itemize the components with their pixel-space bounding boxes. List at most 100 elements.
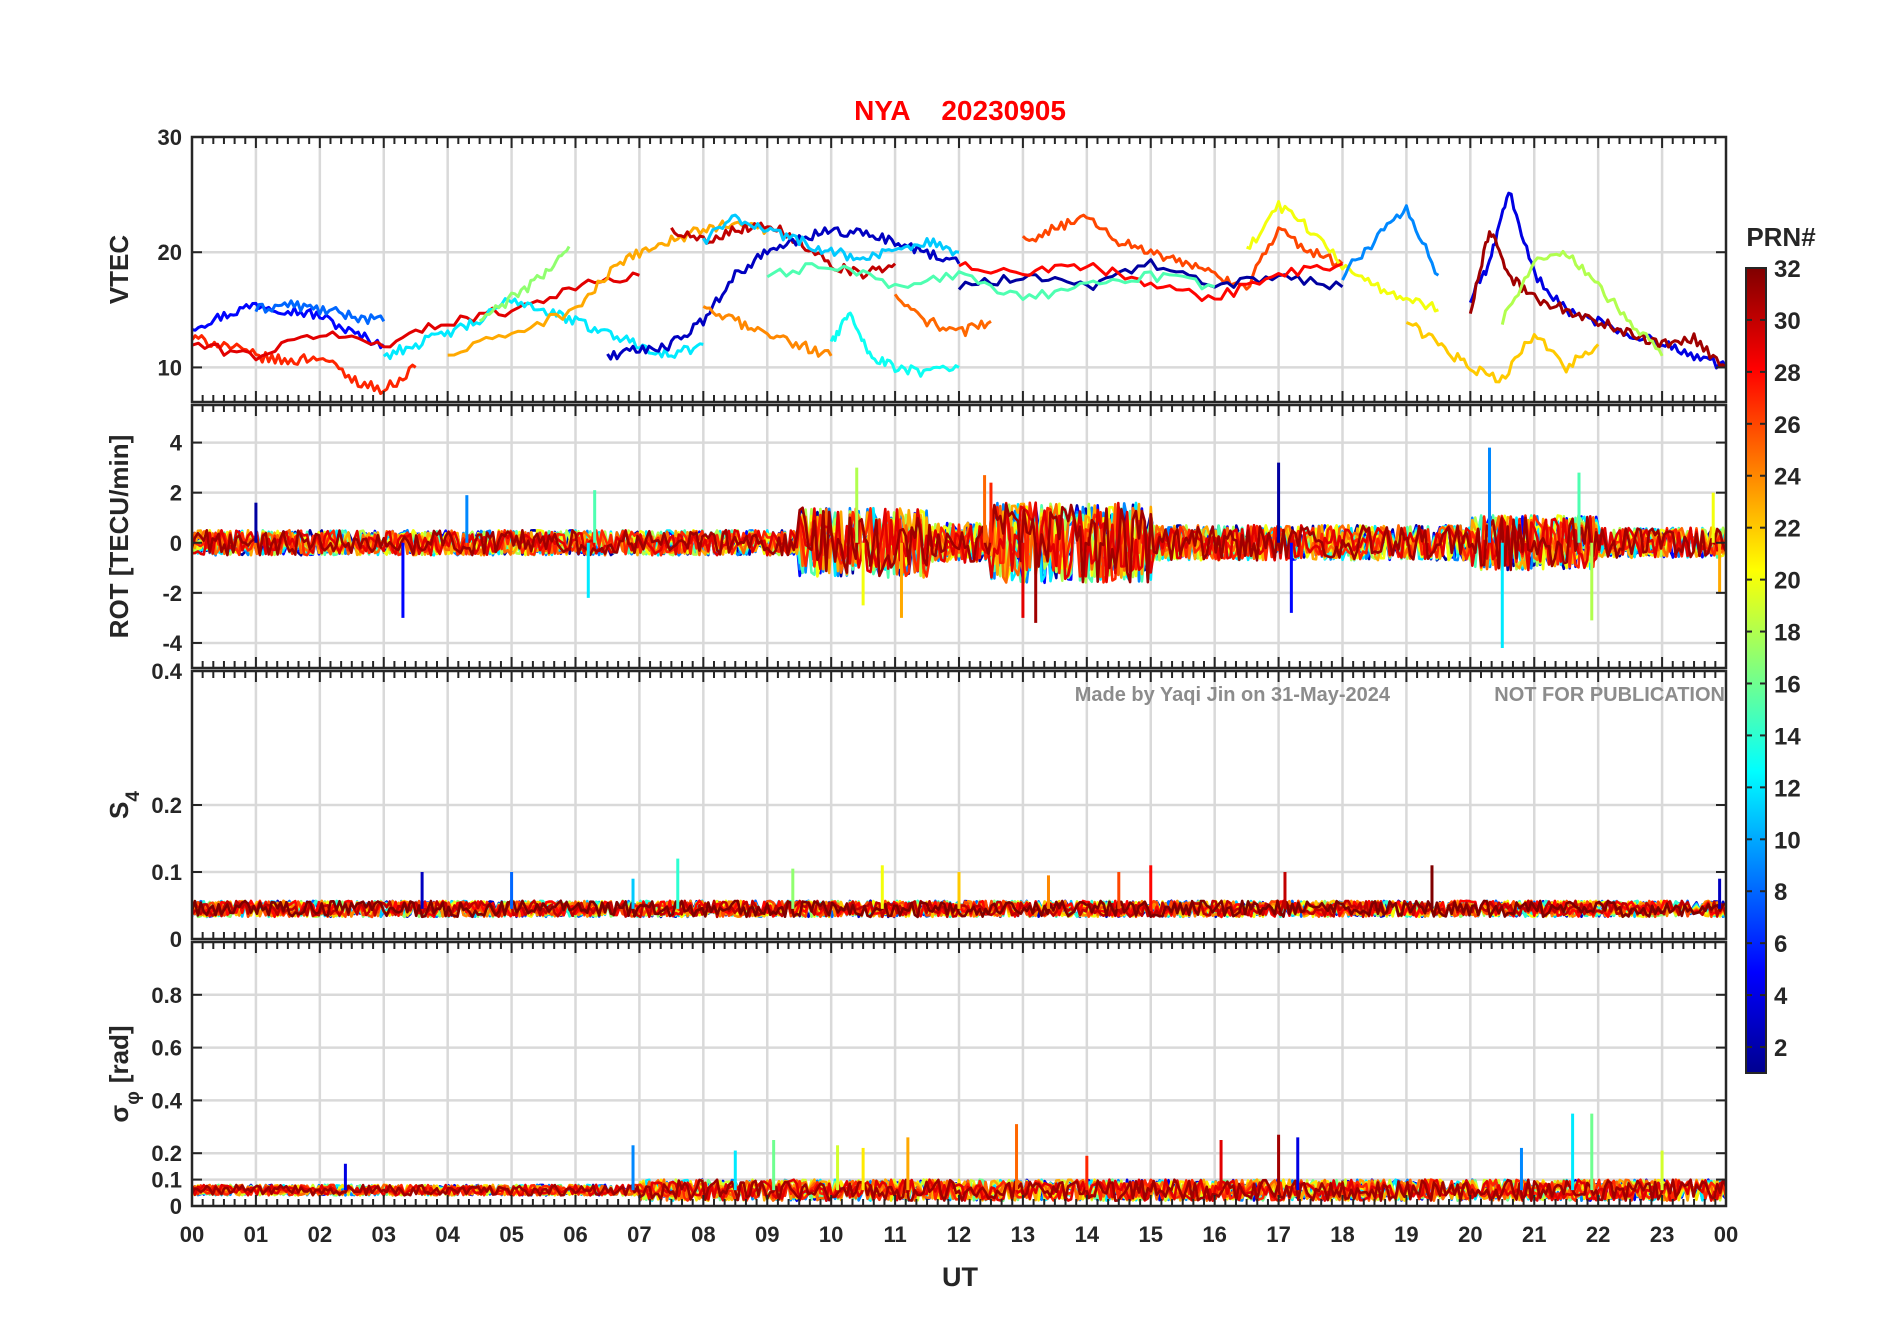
y-axis-label-sub: φ [123, 1091, 144, 1105]
x-tick-label: 03 [372, 1222, 396, 1247]
colorbar-tick-label: 2 [1774, 1035, 1787, 1062]
colorbar-tick-label: 22 [1774, 516, 1801, 543]
ticks [191, 405, 1727, 668]
note-publication: NOT FOR PUBLICATION [1494, 684, 1725, 706]
colorbar-tick-label: 12 [1774, 775, 1801, 802]
y-tick-label: 2 [170, 481, 182, 506]
axes-frame [190, 669, 1728, 941]
series-prn-20 [1246, 200, 1439, 313]
y-tick-label: 0 [170, 531, 182, 556]
y-axis-label-unit: [rad] [104, 1025, 134, 1083]
x-tick-label: 04 [435, 1222, 460, 1247]
series-prn-30 [670, 221, 897, 280]
axes-frame [190, 940, 1728, 1208]
y-axis-label-main: σ [104, 1105, 134, 1123]
x-tick-label: 21 [1522, 1222, 1546, 1247]
x-tick-label: 22 [1586, 1222, 1610, 1247]
colorbar-tick-label: 20 [1774, 568, 1801, 595]
series-prn-17 [478, 245, 571, 323]
x-tick-label: 07 [627, 1222, 651, 1247]
series-prn-12 [382, 297, 704, 361]
colorbar-tick-label: 14 [1774, 723, 1801, 750]
series-group [192, 447, 1726, 648]
x-tick-label: 15 [1139, 1222, 1163, 1247]
x-tick-label: 02 [308, 1222, 332, 1247]
series-prn-22 [1405, 321, 1600, 384]
y-tick-label: 0 [170, 1194, 182, 1219]
y-tick-label: 30 [158, 125, 182, 150]
series-prn-13 [829, 311, 960, 378]
spikes [343, 1113, 1664, 1191]
y-axis-label-main: ROT [TECU/min] [104, 435, 134, 639]
y-axis-label-main: VTEC [104, 235, 134, 305]
series-prn-31 [192, 503, 1726, 584]
y-tick-label: 4 [170, 431, 183, 456]
y-tick-label: 0.2 [151, 1141, 182, 1166]
series-prn-26 [1021, 213, 1344, 291]
series-prn-11 [702, 213, 960, 262]
axes-frame [190, 135, 1728, 404]
series-prn-27 [192, 334, 417, 395]
y-tick-label: 0.6 [151, 1036, 182, 1061]
x-tick-label: 01 [244, 1222, 268, 1247]
panel-rot: -4 -2 0 2 4 ROT [TECU/min] [104, 403, 1728, 670]
colorbar-tick-label: 24 [1774, 464, 1801, 491]
y-tick-label: -2 [162, 581, 182, 606]
y-tick-label: -4 [162, 631, 182, 656]
x-tick-label: 13 [1011, 1222, 1035, 1247]
x-tick-label: 23 [1650, 1222, 1674, 1247]
y-tick-label: 0.1 [151, 860, 182, 885]
colorbar-tick-label: 8 [1774, 879, 1787, 906]
spikes [254, 447, 1722, 648]
colorbar-tick-label: 28 [1774, 360, 1801, 387]
series-prn-29 [192, 271, 640, 362]
colorbar-tick-label: 16 [1774, 671, 1801, 698]
y-axis-label-sub: 4 [123, 791, 144, 802]
series-prn-31 [1468, 230, 1726, 369]
y-tick-label: 0.1 [151, 1168, 182, 1193]
x-tick-label: 09 [755, 1222, 779, 1247]
y-tick-label: 0 [170, 927, 182, 952]
panel-s4: 0 0.1 0.2 0.4 S4 [104, 659, 1728, 952]
x-tick-label: 14 [1075, 1222, 1100, 1247]
x-axis-label: UT [942, 1262, 978, 1292]
colorbar-tick-label: 18 [1774, 620, 1801, 647]
x-tick-label: 00 [180, 1222, 204, 1247]
x-tick-label: 08 [691, 1222, 715, 1247]
y-tick-label: 0.2 [151, 793, 182, 818]
y-axis-label-main: S [104, 802, 134, 819]
colorbar-title: PRN# [1746, 222, 1816, 252]
series-prn-28 [958, 261, 1344, 303]
series-prn-3 [606, 226, 961, 361]
series-prn-5 [192, 301, 385, 350]
series-prn-2 [957, 258, 1344, 291]
series-prn-9 [1341, 204, 1440, 281]
series-prn-31 [192, 1178, 1726, 1202]
spikes [420, 858, 1722, 909]
colorbar-scale [1745, 267, 1767, 1074]
y-tick-label: 0.4 [151, 659, 182, 684]
x-tick-label: 05 [499, 1222, 523, 1247]
x-tick-label: 11 [883, 1222, 906, 1247]
series-prn-29 [192, 501, 1726, 584]
x-tick-label: 12 [947, 1222, 971, 1247]
series-prn-32 [192, 899, 1726, 919]
colorbar-tick-label: 10 [1774, 827, 1801, 854]
series-prn-25 [893, 293, 992, 338]
series-prn-15 [766, 262, 1216, 301]
note-author: Made by Yaqi Jin on 31-May-2024 [1075, 684, 1391, 706]
colorbar-tick-label: 32 [1774, 256, 1801, 283]
axes-frame [190, 403, 1728, 670]
x-tick-label: 10 [819, 1222, 843, 1247]
x-tick-label: 19 [1394, 1222, 1418, 1247]
colorbar-tick-label: 26 [1774, 412, 1801, 439]
colorbar-tick-label: 6 [1774, 931, 1787, 958]
y-axis-label: σφ [rad] [104, 1025, 144, 1122]
series-prn-8 [254, 299, 386, 325]
series-prn-24 [702, 305, 833, 358]
y-tick-label: 10 [158, 355, 182, 380]
y-axis-label: S4 [104, 791, 144, 819]
